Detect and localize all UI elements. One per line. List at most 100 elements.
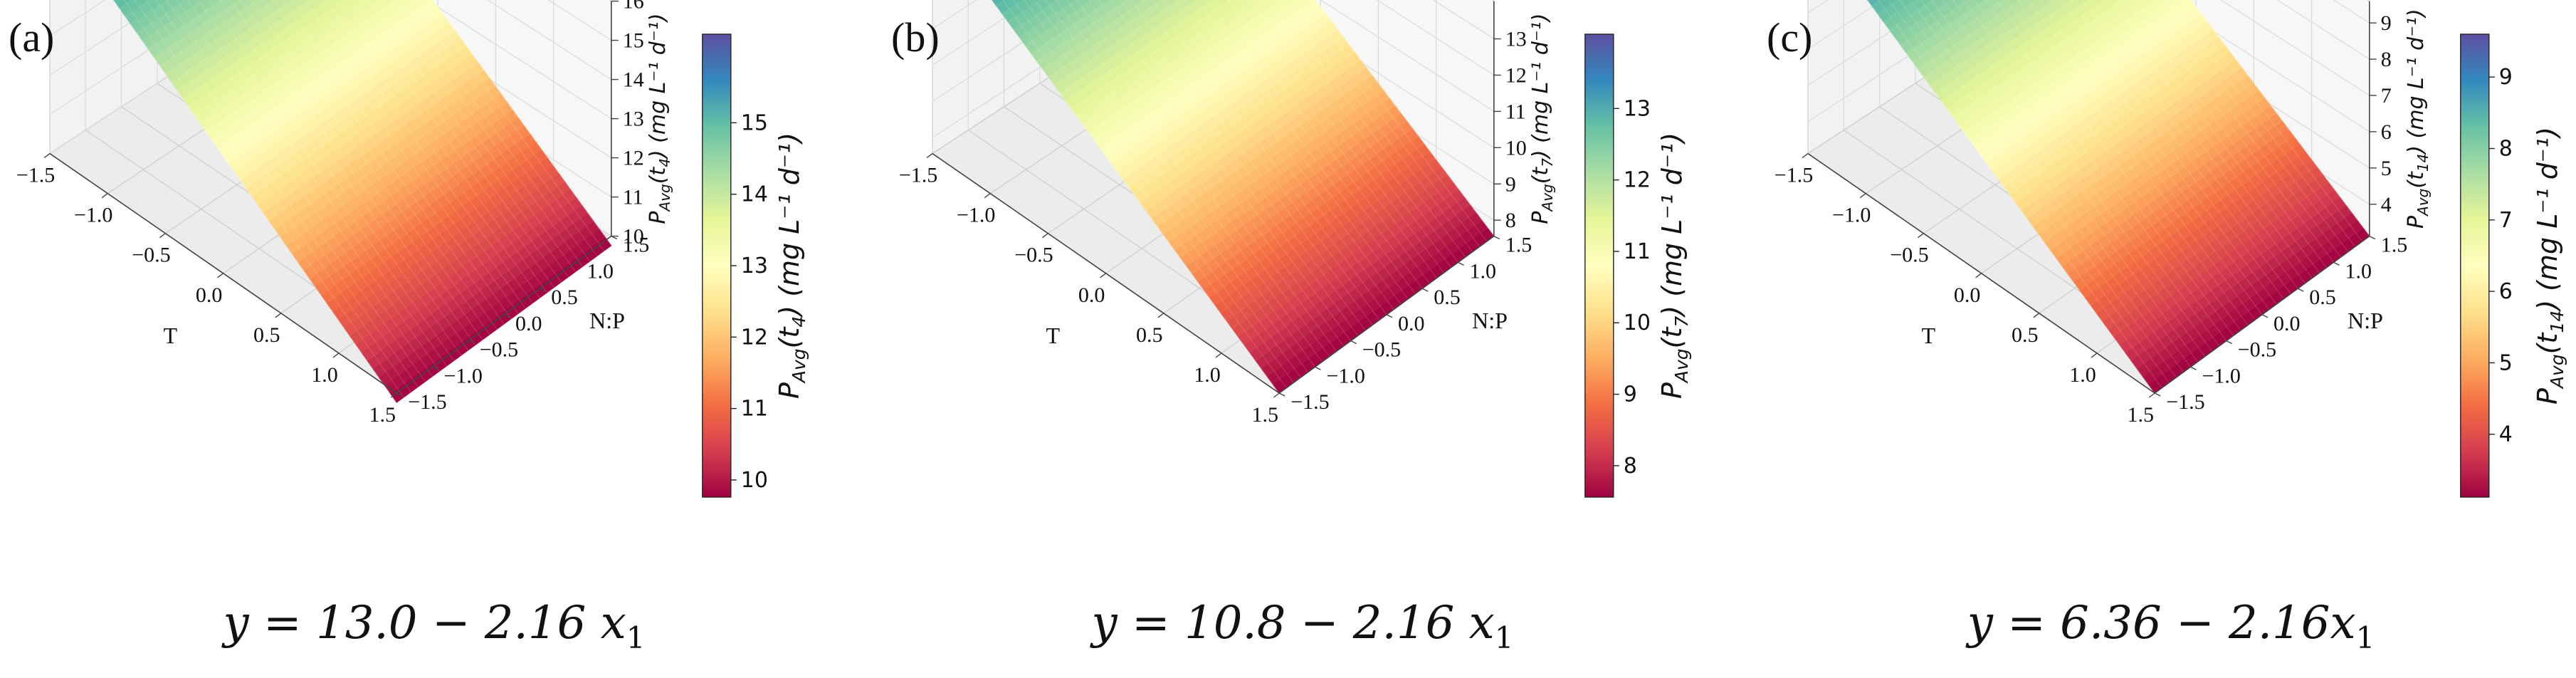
x-tick-mark-2-6 xyxy=(2148,392,2155,398)
surface-strip-0-14 xyxy=(130,0,186,33)
surface-strip-2-17 xyxy=(1905,0,2003,62)
surface-strip-2-19 xyxy=(1917,0,2037,78)
surface-mesh-0-27 xyxy=(400,0,591,262)
cb-label-arg-sub-2: 14 xyxy=(2547,311,2567,333)
surface-strip-0-13 xyxy=(124,0,168,25)
surface-mesh-2-1 xyxy=(1877,0,2162,388)
surface-strip-1-18 xyxy=(1036,0,1145,70)
surface-strip-1-21 xyxy=(1053,0,1197,93)
colorbar-tick-label-1-3: 11 xyxy=(1624,239,1651,264)
side-grid-z-0-3 xyxy=(49,0,106,37)
surface-strip-0-20 xyxy=(164,0,293,83)
x-tick-mark-1-2 xyxy=(1041,233,1048,239)
chart-root-1: −1.5−1.0−0.50.00.51.01.5T−1.5−1.0−0.50.0… xyxy=(891,0,1692,498)
back-grid-z-0-4 xyxy=(487,0,612,80)
surface-strip-2-16 xyxy=(1900,0,1986,54)
x-tick-label-1-2: −0.5 xyxy=(1014,244,1053,267)
x-tick-label-0-1: −1.0 xyxy=(74,204,112,227)
z-tick-label-2-1: 5 xyxy=(2381,157,2392,180)
surface-mesh-0-1 xyxy=(123,0,404,398)
y-tick-mark-2-3 xyxy=(2261,314,2269,318)
cb-label-arg-1: (t xyxy=(1656,326,1688,349)
cb-label-main-1: P xyxy=(1656,382,1688,399)
x-tick-label-0-0: −1.5 xyxy=(16,164,55,187)
x-tick-label-2-3: 0.0 xyxy=(1954,283,1981,307)
y-tick-label-2-4: 0.5 xyxy=(2309,286,2336,309)
surface-mesh-1-24 xyxy=(1249,0,1451,268)
cb-label-arg-2: (t xyxy=(2532,331,2563,354)
surface-0 xyxy=(113,0,612,403)
side-grid-z-1-2 xyxy=(932,0,1033,66)
surface-mesh-1-4 xyxy=(1034,0,1308,372)
surface-strip-1-17 xyxy=(1030,0,1127,62)
surface-strip-1-11 xyxy=(995,0,1023,14)
surface-strip-0-28 xyxy=(211,0,432,148)
cb-label-arg-sub-0: 4 xyxy=(789,316,809,328)
y-tick-label-0-0: −1.5 xyxy=(408,390,446,414)
y-tick-label-1-3: 0.0 xyxy=(1398,312,1425,335)
y-tick-mark-2-4 xyxy=(2297,288,2304,292)
x-tick-label-2-1: −1.0 xyxy=(1832,204,1871,227)
z-label-main-1: P xyxy=(1528,211,1553,224)
surface-strip-1-15 xyxy=(1019,0,1093,46)
chart-b: −1.5−1.0−0.50.00.51.01.5T−1.5−1.0−0.50.0… xyxy=(891,0,1692,498)
y-tick-mark-2-5 xyxy=(2333,261,2340,266)
x-tick-label-1-1: −1.0 xyxy=(957,204,995,227)
surface-mesh-1-18 xyxy=(1184,0,1409,300)
chart-a: −1.5−1.0−0.50.00.51.01.5T−1.5−1.0−0.50.0… xyxy=(9,0,809,498)
surface-strip-2-20 xyxy=(1923,0,2054,85)
y-tick-mark-1-2 xyxy=(1350,340,1357,345)
surface-mesh-2-3 xyxy=(1898,0,2177,378)
surface-mesh-0-21 xyxy=(335,0,547,293)
surface-mesh-0-15 xyxy=(271,0,505,325)
x-tick-mark-0-6 xyxy=(390,392,397,398)
colorbar-2 xyxy=(2460,33,2490,498)
y-tick-label-0-2: −0.5 xyxy=(480,338,518,362)
surface-mesh-2-5 xyxy=(1920,0,2191,367)
surface-mesh-1-20 xyxy=(1206,0,1423,289)
surface-strip-2-26 xyxy=(1957,0,2157,133)
z-axis-label-0: PAvg(t4) (mg L⁻¹ d⁻¹) xyxy=(646,14,673,224)
y-tick-mark-1-6 xyxy=(1493,235,1500,240)
x-tick-mark-2-1 xyxy=(1859,193,1866,199)
y-tick-mark-2-0 xyxy=(2154,392,2161,397)
surface-mesh-2-2 xyxy=(1888,0,2170,383)
panel-c: −1.5 −1.0 −0.5 0.0 0.5 1.0 1.5 T −1.5 −1.0 −0.5 0.0… xyxy=(1758,0,2576,678)
surface-mesh-1-13 xyxy=(1130,0,1373,325)
surface-mesh-0-3 xyxy=(144,0,419,387)
equation-c: y = 6.36 − 2.16x1 xyxy=(1879,597,2463,655)
x-tick-mark-1-3 xyxy=(1100,273,1107,278)
cb-label-arg-0: (t xyxy=(774,326,805,349)
z-label-arg-sub-0: 4 xyxy=(656,158,673,167)
surface-mesh-2-25 xyxy=(2135,0,2334,263)
x-tick-mark-0-2 xyxy=(159,233,166,239)
surface-mesh-0-0 xyxy=(113,0,397,403)
z-tick-label-2-0: 4 xyxy=(2381,193,2392,217)
surface-mesh-1-28 xyxy=(1293,0,1481,247)
y-tick-label-1-5: 1.0 xyxy=(1470,259,1497,283)
back-grid-z-0-5 xyxy=(547,0,612,41)
equation-a: y = 13.0 − 2.16 x1 xyxy=(142,597,726,655)
surface-strip-0-24 xyxy=(188,0,362,115)
x-tick-label-0-6: 1.5 xyxy=(369,403,396,427)
x-tick-mark-2-0 xyxy=(1802,153,1809,159)
z-label-units-2: ) (mg L⁻¹ d⁻¹) xyxy=(2404,9,2429,155)
colorbar-label-1: PAvg(t7) (mg L⁻¹ d⁻¹) xyxy=(1656,132,1692,399)
y-tick-mark-0-3 xyxy=(503,314,510,318)
x-tick-label-2-0: −1.5 xyxy=(1775,164,1813,187)
surface-strip-0-22 xyxy=(176,0,327,99)
surface-strip-2-23 xyxy=(1940,0,2106,109)
colorbar-label-0: PAvg(t4) (mg L⁻¹ d⁻¹) xyxy=(774,132,809,399)
surface-mesh-2-8 xyxy=(1952,0,2213,352)
colorbar-tick-label-1-1: 9 xyxy=(1624,382,1637,407)
y-axis-label-1: N:P xyxy=(1472,308,1508,333)
colorbar-tick-label-0-5: 15 xyxy=(741,110,768,135)
panel-letter-1: (b) xyxy=(891,14,940,61)
surface-mesh-0-14 xyxy=(261,0,498,330)
colorbar-1 xyxy=(1584,33,1614,498)
equation-b: y = 10.8 − 2.16 x1 xyxy=(1011,597,1594,655)
y-tick-label-2-6: 1.5 xyxy=(2381,234,2408,257)
y-tick-mark-1-4 xyxy=(1421,288,1429,292)
x-tick-label-2-6: 1.5 xyxy=(2127,403,2154,427)
cb-label-units-2: ) (mg L⁻¹ d⁻¹) xyxy=(2532,127,2563,313)
